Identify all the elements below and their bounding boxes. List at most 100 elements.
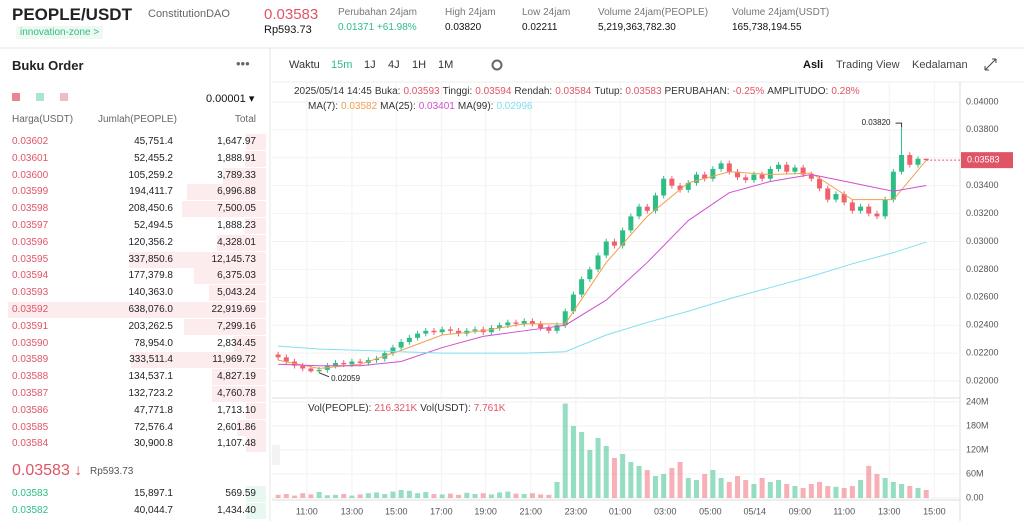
stat-label: Low 24jam <box>522 7 571 18</box>
price-idr: Rp593.73 <box>264 24 312 36</box>
x-tick-label: 15:00 <box>385 506 408 516</box>
stat-value: 0.03820 <box>445 22 482 33</box>
volume-bar <box>423 492 429 498</box>
stat-value: 5,219,363,782.30 <box>598 22 676 33</box>
amount: 132,723.2 <box>128 388 174 399</box>
candle-body <box>488 328 494 333</box>
view-tab[interactable]: Asli <box>803 59 824 71</box>
depth-bar <box>236 419 266 436</box>
stat-value: 0.02211 <box>522 22 558 33</box>
layout-icon[interactable] <box>36 93 44 101</box>
amount: 52,455.2 <box>134 152 173 164</box>
volume-bar <box>283 494 289 498</box>
x-tick-label: 01:00 <box>609 506 632 516</box>
x-tick-label: 23:00 <box>565 506 588 516</box>
info-value: 0.03584 <box>555 86 592 97</box>
info-time: 2025/05/14 14:45 <box>294 86 372 97</box>
collapse-handle[interactable] <box>272 445 280 465</box>
volume-bar <box>817 482 823 498</box>
candle-body <box>702 174 708 179</box>
legend-name: Vol(PEOPLE): <box>308 403 372 414</box>
volume-bar <box>513 493 519 498</box>
volume-bar <box>406 490 412 498</box>
candle-body <box>685 182 691 190</box>
volume-bar <box>431 494 437 498</box>
volume-bar <box>702 474 708 498</box>
x-tick-label: 05/14 <box>743 506 766 516</box>
candle-body <box>283 357 289 362</box>
y-tick-label: 0.02600 <box>966 292 999 302</box>
stat-value: 165,738,194.55 <box>732 22 802 33</box>
precision[interactable]: 0.00001 ▾ <box>206 93 255 105</box>
total: 2,601.86 <box>217 421 256 433</box>
ask-price: 0.03591 <box>12 320 49 332</box>
legend-name: MA(99): <box>457 101 494 112</box>
volume-bar <box>570 426 576 498</box>
interval[interactable]: 1J <box>364 59 376 71</box>
volume-bar <box>907 486 913 498</box>
candle-body <box>841 194 847 203</box>
ask-price: 0.03585 <box>12 421 49 433</box>
ask-price: 0.03593 <box>12 287 49 299</box>
interval[interactable]: 4J <box>388 59 400 71</box>
depth-bar <box>246 134 266 150</box>
depth-bar <box>212 386 266 402</box>
volume-bar <box>439 494 445 498</box>
x-tick-label: 13:00 <box>878 506 901 516</box>
volume-bar <box>292 495 298 498</box>
zone-tag[interactable]: innovation-zone > <box>16 26 104 39</box>
candle-body <box>792 167 798 172</box>
volume-bar <box>464 492 470 498</box>
volume-bar <box>669 468 675 498</box>
amount: 638,076.0 <box>128 304 174 315</box>
amount: 30,900.8 <box>134 438 173 450</box>
ma-line <box>278 174 927 367</box>
volume-bar <box>693 480 699 498</box>
amount: 134,537.1 <box>128 371 174 383</box>
layout-icon[interactable] <box>60 93 68 101</box>
candle-body <box>776 164 782 169</box>
total: 3,789.33 <box>217 169 256 181</box>
volume-bar <box>505 491 511 498</box>
amount: 47,771.8 <box>134 404 173 416</box>
candle-body <box>759 174 765 179</box>
candle-body <box>915 158 921 165</box>
candle-body <box>513 322 519 324</box>
x-tick-label: 17:00 <box>430 506 453 516</box>
layout-icon[interactable] <box>12 93 20 101</box>
depth-bar <box>246 503 266 519</box>
y-tick-label: 0.02800 <box>966 264 999 274</box>
total: 1,888.91 <box>217 152 256 164</box>
settings-icon[interactable] <box>491 59 503 71</box>
interval[interactable]: 15m <box>331 59 353 71</box>
x-tick-label: 19:00 <box>474 506 497 516</box>
x-tick-label: 11:00 <box>296 506 318 516</box>
ask-price: 0.03588 <box>12 371 49 383</box>
total: 4,760.78 <box>217 388 256 399</box>
candle-body <box>423 330 429 334</box>
info-value: 0.03594 <box>475 86 512 97</box>
y-tick-label: 240M <box>966 396 989 406</box>
interval[interactable]: 1H <box>412 59 427 71</box>
total: 1,888.23 <box>217 220 256 231</box>
view-tab[interactable]: Trading View <box>836 59 900 71</box>
price-tag <box>961 152 1013 169</box>
candle-body <box>710 168 716 179</box>
view-tab[interactable]: Kedalaman <box>912 59 968 71</box>
ask-price: 0.03594 <box>12 270 49 282</box>
x-tick-label: 11:00 <box>833 506 855 516</box>
info-value: 0.03593 <box>403 86 440 97</box>
volume-bar <box>685 478 691 498</box>
info-label: Buka: <box>374 86 401 97</box>
expand-icon[interactable] <box>984 58 997 71</box>
candle-body <box>743 177 749 181</box>
candle-body <box>718 163 724 169</box>
interval[interactable]: 1M <box>438 59 454 71</box>
volume-bar <box>776 480 782 498</box>
volume-bar <box>661 474 667 498</box>
candle-body <box>456 330 462 334</box>
menu[interactable]: ••• <box>236 56 250 71</box>
amount: 194,411.7 <box>129 186 173 198</box>
total: 1,107.48 <box>217 438 256 450</box>
